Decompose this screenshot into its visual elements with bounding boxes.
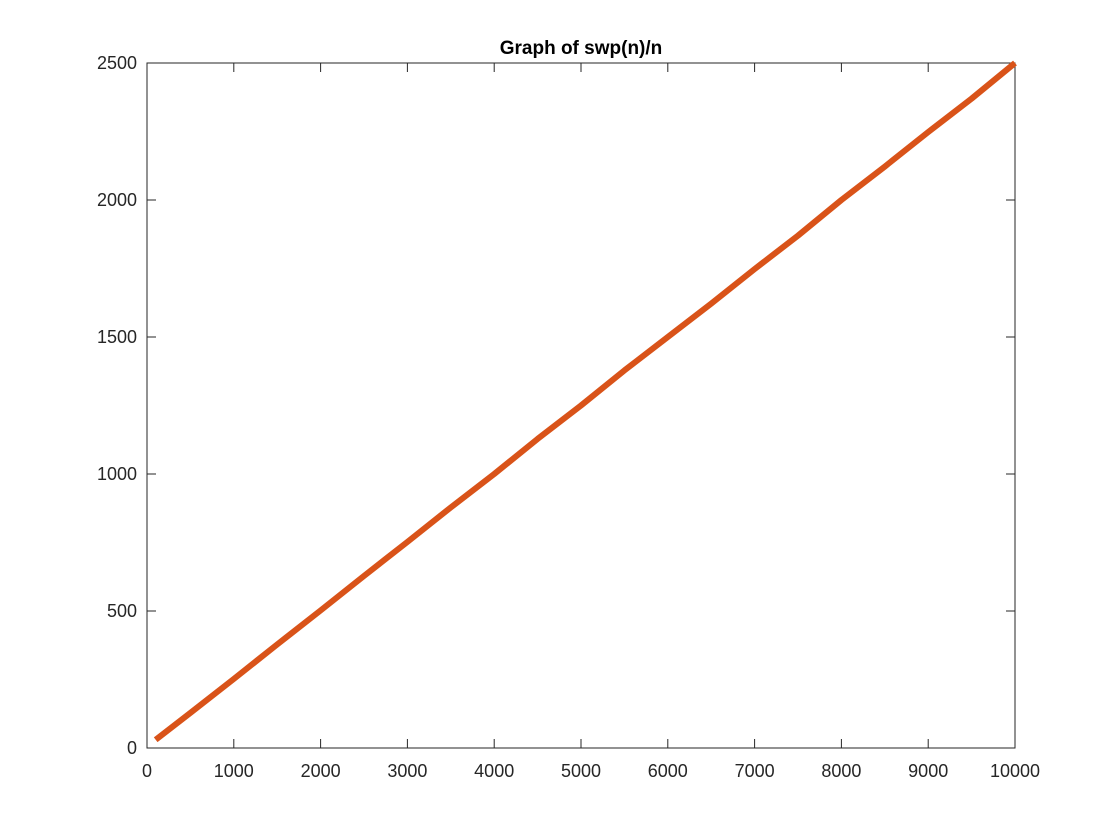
y-tick-label: 500 <box>107 601 137 621</box>
x-tick-label: 6000 <box>648 761 688 781</box>
y-tick-label: 0 <box>127 738 137 758</box>
x-tick-label: 8000 <box>821 761 861 781</box>
y-tick-label: 1500 <box>97 327 137 347</box>
x-tick-label: 3000 <box>387 761 427 781</box>
x-tick-label: 7000 <box>735 761 775 781</box>
x-axis: 0 1000 2000 3000 4000 5000 6000 7000 8000 9000 100… <box>142 63 1040 781</box>
y-tick-label: 1000 <box>97 464 137 484</box>
y-tick-label: 2500 <box>97 53 137 73</box>
x-tick-label: 2000 <box>301 761 341 781</box>
x-tick-label: 10000 <box>990 761 1040 781</box>
x-tick-label: 0 <box>142 761 152 781</box>
x-tick-label: 1000 <box>214 761 254 781</box>
x-tick-label: 9000 <box>908 761 948 781</box>
x-tick-label: 5000 <box>561 761 601 781</box>
series-line-0 <box>153 60 1017 743</box>
plot-area <box>153 60 1017 743</box>
x-tick-label: 4000 <box>474 761 514 781</box>
y-tick-label: 2000 <box>97 190 137 210</box>
y-axis: 0 500 1000 1500 2000 2500 <box>97 53 1015 758</box>
chart-title: Graph of swp(n)/n <box>500 38 663 59</box>
